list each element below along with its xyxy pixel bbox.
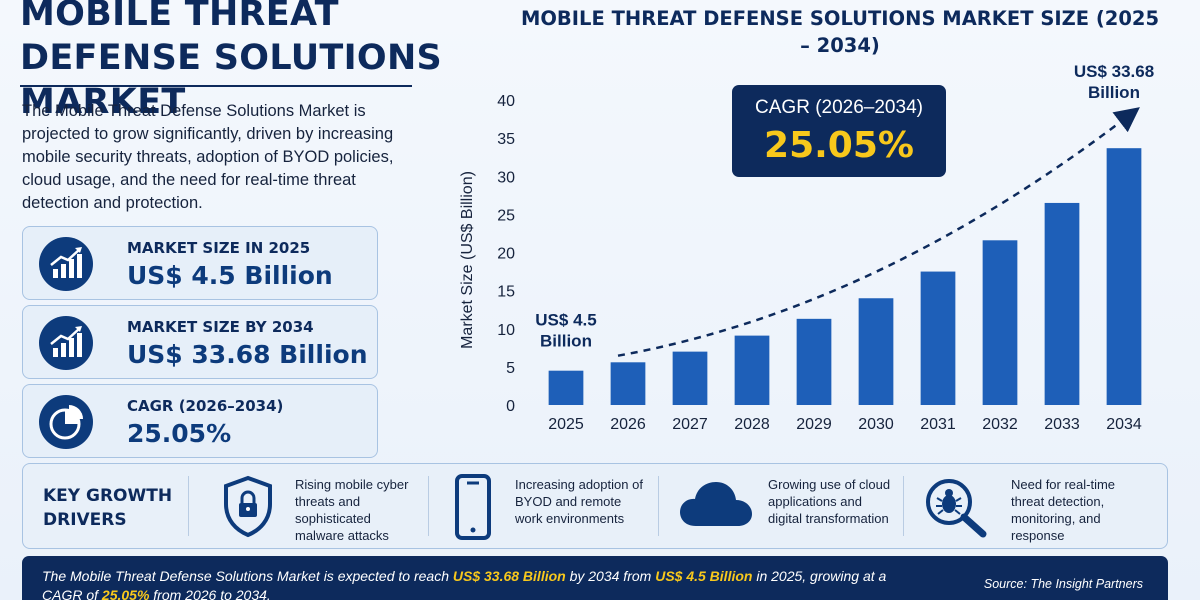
title-divider [20, 85, 412, 87]
stat-value: US$ 4.5 Billion [127, 261, 333, 290]
y-tick-label: 0 [506, 398, 515, 415]
summary-part: in 2025, growing at a CAGR of [42, 568, 887, 600]
bar-2032 [982, 240, 1018, 405]
pie-chart-icon [39, 395, 93, 449]
stat-card-market-2034: MARKET SIZE BY 2034 US$ 33.68 Billion [22, 305, 378, 379]
stat-label: MARKET SIZE IN 2025 [127, 239, 311, 257]
divider [903, 476, 904, 536]
y-tick-label: 35 [497, 131, 515, 148]
start-annotation: US$ 4.5 Billion [535, 311, 596, 351]
y-tick-label: 40 [497, 93, 515, 110]
shield-lock-icon [224, 475, 272, 538]
y-tick-label: 5 [506, 360, 515, 377]
x-tick-label: 2032 [982, 416, 1018, 433]
summary-part: from 2026 to 2034. [149, 587, 271, 600]
annotation-line: Billion [540, 332, 592, 351]
y-tick-label: 30 [497, 169, 515, 186]
y-tick-label: 25 [497, 207, 515, 224]
bar-2027 [672, 351, 708, 405]
x-tick-label: 2031 [920, 416, 956, 433]
y-tick-label: 20 [497, 246, 515, 263]
bar-2026 [610, 362, 646, 405]
source-credit: Source: The Insight Partners [983, 577, 1143, 591]
annotation-line: US$ 4.5 [535, 311, 596, 330]
summary-text: The Mobile Threat Defense Solutions Mark… [42, 567, 892, 600]
divider [428, 476, 429, 536]
x-tick-label: 2029 [796, 416, 832, 433]
summary-footer: The Mobile Threat Defense Solutions Mark… [22, 556, 1168, 600]
bug-search-icon [926, 479, 987, 538]
driver-text: Growing use of cloud applications and di… [768, 477, 891, 526]
bar-2034 [1106, 148, 1142, 405]
stat-value: 25.05% [127, 419, 232, 448]
intro-paragraph: The Mobile Threat Defense Solutions Mark… [22, 102, 394, 212]
y-axis-label: Market Size (US$ Billion) [459, 171, 476, 349]
y-tick-label: 10 [497, 322, 515, 339]
annotation-line: Billion [1088, 83, 1140, 102]
stat-card-market-2025: MARKET SIZE IN 2025 US$ 4.5 Billion [22, 226, 378, 300]
bar-growth-icon [39, 237, 93, 291]
x-tick-label: 2025 [548, 416, 584, 433]
annotation-line: US$ 33.68 [1074, 62, 1154, 81]
trend-arrow [617, 107, 1140, 357]
bar-growth-icon [39, 316, 93, 370]
x-tick-label: 2033 [1044, 416, 1080, 433]
driver-text: Need for real-time threat detection, mon… [1011, 477, 1116, 543]
cagr-callout-label: CAGR (2026–2034) [755, 97, 923, 118]
stat-label: MARKET SIZE BY 2034 [127, 318, 314, 336]
x-tick-label: 2028 [734, 416, 770, 433]
cloud-icon [680, 482, 752, 526]
summary-highlight: 25.05% [101, 587, 150, 600]
divider [658, 476, 659, 536]
driver-text: Rising mobile cyber threats and sophisti… [295, 477, 409, 543]
key-growth-drivers: KEY GROWTH DRIVERS Rising mobile cyber t… [22, 463, 1168, 549]
chart-title: MOBILE THREAT DEFENSE SOLUTIONS MARKET S… [520, 7, 1160, 57]
summary-part: by 2034 from [565, 568, 656, 584]
bar-2033 [1044, 202, 1080, 405]
stat-value: US$ 33.68 Billion [127, 340, 368, 369]
summary-part: The Mobile Threat Defense Solutions Mark… [42, 568, 453, 584]
x-tick-label: 2030 [858, 416, 894, 433]
stat-label: CAGR (2026–2034) [127, 397, 284, 415]
cagr-callout: CAGR (2026–2034) 25.05% [732, 85, 946, 177]
end-annotation: US$ 33.68 Billion [1074, 62, 1154, 102]
driver-text: Increasing adoption of BYOD and remote w… [515, 477, 643, 526]
x-tick-label: 2027 [672, 416, 708, 433]
x-tick-label: 2034 [1106, 416, 1142, 433]
page-title: MOBILE THREAT DEFENSE SOLUTIONS MARKET [20, 0, 443, 122]
summary-highlight: US$ 4.5 Billion [655, 568, 753, 584]
divider [188, 476, 189, 536]
cagr-callout-value: 25.05% [764, 125, 914, 166]
bar-2028 [734, 335, 770, 405]
x-tick-label: 2026 [610, 416, 646, 433]
stat-card-cagr: CAGR (2026–2034) 25.05% [22, 384, 378, 458]
y-tick-label: 15 [497, 284, 515, 301]
summary-highlight: US$ 33.68 Billion [452, 568, 566, 584]
bar-2030 [858, 298, 894, 405]
bar-2025 [548, 370, 584, 405]
bar-2031 [920, 271, 956, 405]
drivers-title: KEY GROWTH DRIVERS [43, 486, 173, 530]
bar-2029 [796, 318, 832, 405]
smartphone-icon [455, 474, 491, 540]
